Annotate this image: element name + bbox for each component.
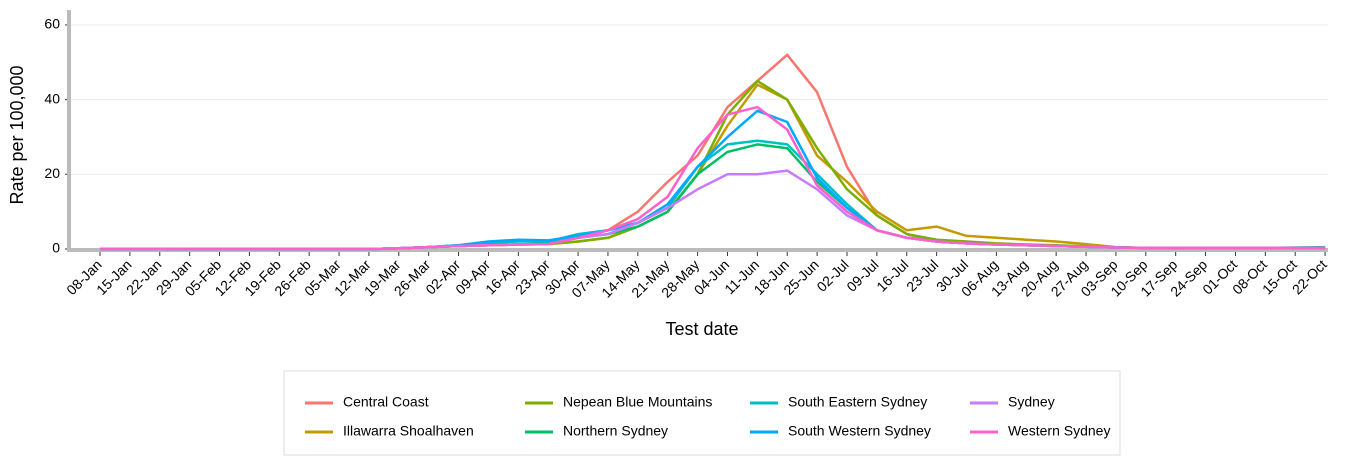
y-tick-label: 40 <box>44 90 60 106</box>
legend-label: Illawarra Shoalhaven <box>343 423 474 439</box>
y-tick-label: 20 <box>44 165 60 181</box>
series-line <box>100 105 1326 251</box>
x-tick-label: 02-Jul <box>813 256 851 294</box>
legend-label: Central Coast <box>343 394 429 410</box>
legend-label: Sydney <box>1008 394 1055 410</box>
series-line <box>100 139 1326 251</box>
legend-label: South Western Sydney <box>788 423 931 439</box>
series-line <box>100 143 1326 251</box>
x-tick-label: 09-Jul <box>843 256 881 294</box>
y-axis-title: Rate per 100,000 <box>7 65 27 204</box>
legend-label: Western Sydney <box>1008 423 1110 439</box>
x-tick-label: 22-Oct <box>1289 256 1330 297</box>
legend-label: South Eastern Sydney <box>788 394 927 410</box>
series-line <box>100 83 1326 251</box>
series-line <box>100 169 1326 251</box>
x-axis-title: Test date <box>665 319 738 339</box>
y-tick-label: 0 <box>52 240 60 256</box>
legend-label: Northern Sydney <box>563 423 668 439</box>
legend-label: Nepean Blue Mountains <box>563 394 712 410</box>
x-tick-label: 23-Jul <box>903 256 941 294</box>
series-line <box>100 79 1326 251</box>
y-tick-label: 60 <box>44 16 60 32</box>
x-tick-label: 16-Jul <box>873 256 911 294</box>
legend-box <box>283 370 1121 456</box>
